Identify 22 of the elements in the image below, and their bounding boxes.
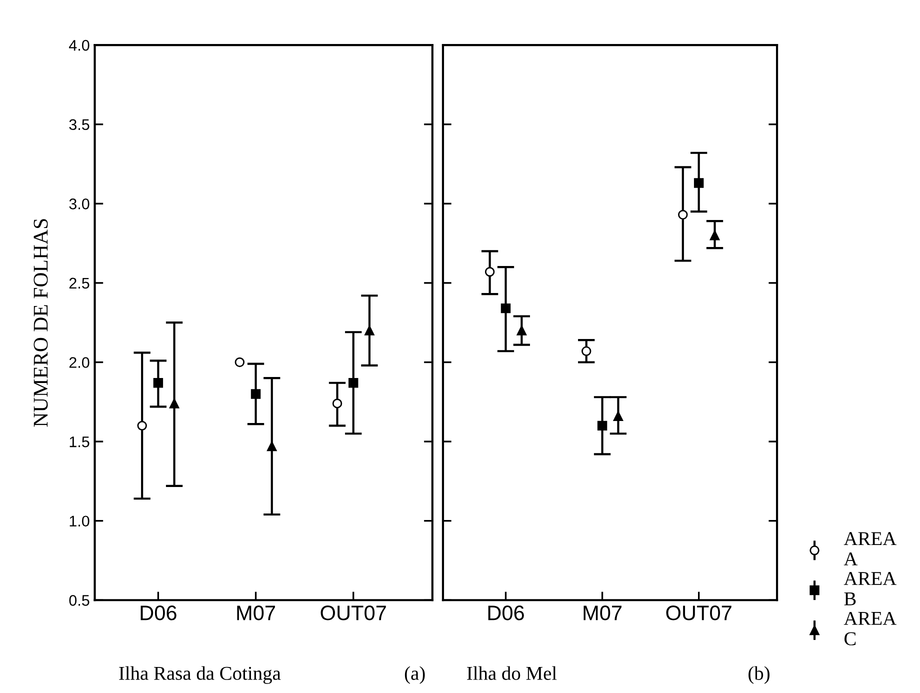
x-tick-label: OUT07: [666, 606, 732, 620]
y-tick-label: 4.0: [69, 40, 90, 51]
x-tick-label: D06: [140, 606, 176, 620]
x-tick-label: D06: [488, 606, 524, 620]
y-tick-label: 3.5: [69, 119, 90, 130]
y-axis-title: NUMERO DE FOLHAS: [34, 219, 48, 427]
legend-label: AREA B: [844, 572, 896, 606]
text: (a): [404, 666, 425, 684]
text: Ilha do Mel: [467, 666, 557, 680]
y-tick-label: 1.5: [70, 436, 90, 448]
y-tick-label: 2.5: [69, 278, 90, 289]
y-tick-label: 3.0: [69, 198, 90, 210]
legend-label: AREA C: [844, 612, 896, 646]
x-tick-label: OUT07: [320, 606, 386, 620]
x-tick-label: M07: [584, 606, 622, 620]
legend-label: AREA A: [844, 532, 896, 566]
y-tick-label: 2.0: [69, 357, 90, 368]
y-tick-label: 0.5: [69, 595, 90, 606]
text: Ilha Rasa da Cotinga: [119, 666, 281, 684]
text: (b): [748, 666, 770, 684]
x-tick-label: M07: [237, 606, 275, 620]
y-tick-label: 1.0: [70, 516, 90, 527]
